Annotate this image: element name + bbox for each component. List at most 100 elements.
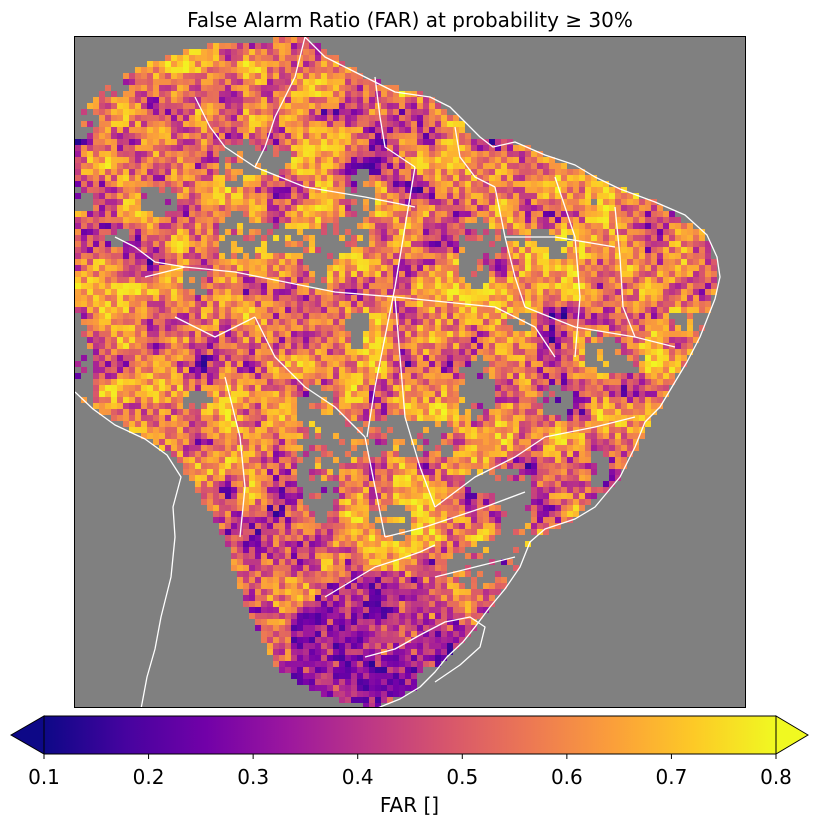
- far-pixel: [555, 187, 561, 193]
- far-pixel: [393, 97, 399, 103]
- far-pixel: [411, 295, 417, 301]
- far-pixel: [117, 145, 123, 151]
- far-pixel: [507, 157, 513, 163]
- far-pixel: [153, 61, 159, 67]
- far-pixel: [597, 259, 603, 265]
- far-pixel: [585, 205, 591, 211]
- far-pixel: [309, 85, 315, 91]
- far-pixel: [651, 223, 657, 229]
- far-pixel: [393, 121, 399, 127]
- far-pixel: [657, 277, 663, 283]
- far-pixel: [357, 355, 363, 361]
- far-pixel: [303, 163, 309, 169]
- far-pixel: [327, 211, 333, 217]
- far-pixel: [699, 259, 705, 265]
- far-pixel: [225, 121, 231, 127]
- far-pixel: [183, 373, 189, 379]
- far-pixel: [447, 193, 453, 199]
- far-pixel: [99, 355, 105, 361]
- far-pixel: [411, 397, 417, 403]
- far-pixel: [663, 265, 669, 271]
- far-pixel: [609, 409, 615, 415]
- far-pixel: [159, 289, 165, 295]
- far-pixel: [519, 259, 525, 265]
- far-pixel: [279, 133, 285, 139]
- far-pixel: [201, 265, 207, 271]
- far-pixel: [447, 271, 453, 277]
- far-pixel: [585, 373, 591, 379]
- far-pixel: [621, 379, 627, 385]
- far-pixel: [681, 241, 687, 247]
- far-pixel: [285, 73, 291, 79]
- far-pixel: [321, 55, 327, 61]
- far-pixel: [273, 115, 279, 121]
- far-pixel: [645, 325, 651, 331]
- far-pixel: [459, 163, 465, 169]
- far-pixel: [105, 295, 111, 301]
- far-pixel: [501, 163, 507, 169]
- far-pixel: [279, 409, 285, 415]
- far-pixel: [303, 337, 309, 343]
- far-pixel: [663, 349, 669, 355]
- far-pixel: [93, 361, 99, 367]
- far-pixel: [453, 283, 459, 289]
- far-pixel: [369, 121, 375, 127]
- far-pixel: [495, 169, 501, 175]
- far-pixel: [93, 403, 99, 409]
- far-pixel: [195, 301, 201, 307]
- far-pixel: [207, 85, 213, 91]
- far-pixel: [447, 205, 453, 211]
- far-pixel: [285, 55, 291, 61]
- far-pixel: [573, 319, 579, 325]
- far-pixel: [375, 427, 381, 433]
- far-pixel: [567, 271, 573, 277]
- far-pixel: [693, 331, 699, 337]
- far-pixel: [291, 313, 297, 319]
- far-pixel: [519, 145, 525, 151]
- far-pixel: [363, 115, 369, 121]
- far-pixel: [411, 133, 417, 139]
- far-pixel: [177, 223, 183, 229]
- far-pixel: [297, 127, 303, 133]
- far-pixel: [207, 391, 213, 397]
- far-pixel: [687, 259, 693, 265]
- far-pixel: [249, 385, 255, 391]
- far-pixel: [657, 331, 663, 337]
- far-pixel: [615, 253, 621, 259]
- far-pixel: [123, 283, 129, 289]
- far-pixel: [351, 289, 357, 295]
- far-pixel: [207, 121, 213, 127]
- far-pixel: [249, 61, 255, 67]
- far-pixel: [441, 367, 447, 373]
- far-pixel: [543, 385, 549, 391]
- far-pixel: [387, 169, 393, 175]
- far-pixel: [429, 259, 435, 265]
- far-pixel: [453, 271, 459, 277]
- far-pixel: [579, 271, 585, 277]
- far-pixel: [237, 247, 243, 253]
- far-pixel: [375, 373, 381, 379]
- far-pixel: [159, 235, 165, 241]
- far-pixel: [81, 223, 87, 229]
- far-pixel: [129, 373, 135, 379]
- far-pixel: [393, 349, 399, 355]
- far-pixel: [471, 337, 477, 343]
- far-pixel: [315, 199, 321, 205]
- far-pixel: [231, 355, 237, 361]
- far-pixel: [645, 283, 651, 289]
- far-pixel: [321, 217, 327, 223]
- far-pixel: [525, 349, 531, 355]
- far-pixel: [561, 307, 567, 313]
- far-pixel: [339, 127, 345, 133]
- far-pixel: [501, 307, 507, 313]
- far-pixel: [129, 271, 135, 277]
- far-pixel: [297, 67, 303, 73]
- far-pixel: [147, 349, 153, 355]
- far-pixel: [117, 163, 123, 169]
- far-pixel: [279, 271, 285, 277]
- far-pixel: [213, 265, 219, 271]
- far-pixel: [345, 415, 351, 421]
- far-pixel: [459, 145, 465, 151]
- far-pixel: [363, 271, 369, 277]
- far-pixel: [381, 181, 387, 187]
